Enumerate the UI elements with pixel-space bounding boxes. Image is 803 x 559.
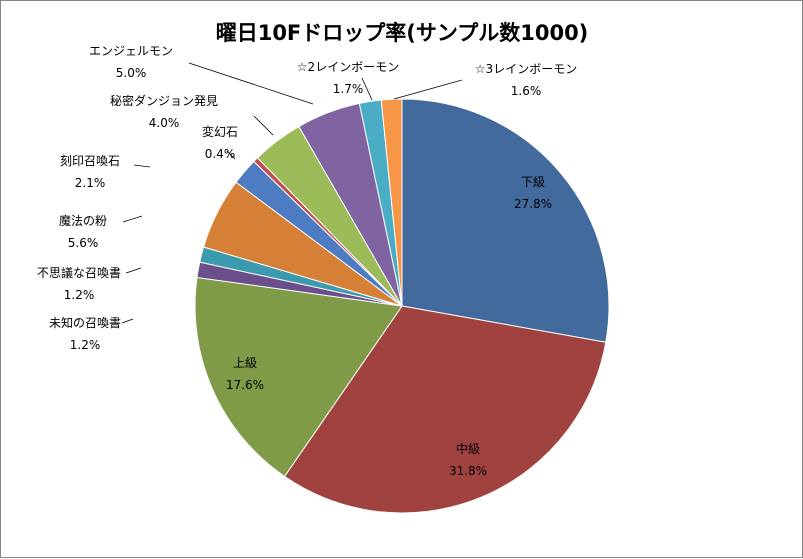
chart-title: 曜日10Fドロップ率(サンプル数1000) [216,21,589,45]
slice-value-label: 31.8% [449,464,487,478]
pie-slice-3 [194,276,403,478]
slice-value-label: 5.0% [116,66,147,80]
leader-line [188,62,314,105]
leader-line [361,77,373,101]
slice-name-label: 中級 [456,441,480,456]
slice-name-label: 下級 [521,175,545,189]
slice-name-label: 不思議な召喚書 [37,266,121,280]
leader-line [393,79,463,100]
slice-name-label: 魔法の粉 [59,213,107,228]
slice-name-label: ☆2レインボーモン [297,60,399,74]
slice-name-label: 刻印召喚石 [60,154,120,168]
slice-value-label: 1.7% [333,82,364,96]
slice-name-label: 未知の召喚書 [49,316,121,330]
slice-name-label: 上級 [233,356,257,370]
slice-value-label: 1.2% [70,338,101,352]
slice-value-label: 1.6% [511,84,542,98]
slice-value-label: 17.6% [226,378,264,392]
leader-line [122,215,143,223]
pie-slice-1 [401,98,610,343]
slice-name-label: 変幻石 [202,124,238,139]
leader-line [133,164,151,168]
slice-value-label: 0.4% [205,147,236,161]
leader-line [253,115,274,136]
slice-value-label: 1.2% [64,288,95,302]
slice-name-label: 秘密ダンジョン発見 [110,93,218,108]
leader-line [226,150,236,160]
leader-line [121,318,134,324]
slice-labels: 下級 27.8% 中級 31.8% 上級 17.6% 未知の召喚書 1.2% 不思議な召喚書 1.… [37,44,577,478]
pie-slice-12 [380,98,403,307]
leader-lines [121,62,463,324]
slice-name-label: ☆3レインボーモン [475,62,577,76]
slice-value-label: 2.1% [75,176,106,190]
slice-value-label: 5.6% [68,236,99,250]
slice-value-label: 27.8% [514,197,552,211]
pie-slices [194,98,610,514]
slice-value-label: 4.0% [149,116,180,130]
pie-slice-2 [283,305,607,514]
leader-line [125,267,142,274]
slice-name-label: エンジェルモン [89,44,173,58]
